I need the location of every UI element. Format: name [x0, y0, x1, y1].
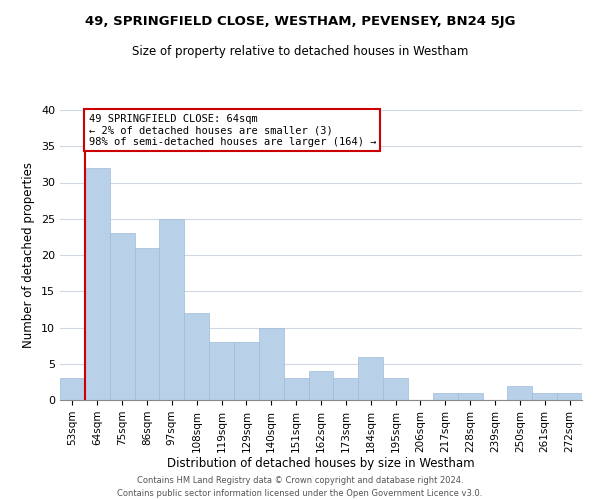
- Bar: [60, 378, 85, 400]
- Bar: [209, 342, 234, 400]
- Bar: [259, 328, 284, 400]
- Text: Size of property relative to detached houses in Westham: Size of property relative to detached ho…: [132, 45, 468, 58]
- Bar: [134, 248, 160, 400]
- Bar: [383, 378, 408, 400]
- Bar: [308, 371, 334, 400]
- Text: Contains public sector information licensed under the Open Government Licence v3: Contains public sector information licen…: [118, 488, 482, 498]
- Text: 49, SPRINGFIELD CLOSE, WESTHAM, PEVENSEY, BN24 5JG: 49, SPRINGFIELD CLOSE, WESTHAM, PEVENSEY…: [85, 15, 515, 28]
- Bar: [160, 219, 184, 400]
- Bar: [358, 356, 383, 400]
- Bar: [433, 393, 458, 400]
- Text: 49 SPRINGFIELD CLOSE: 64sqm
← 2% of detached houses are smaller (3)
98% of semi-: 49 SPRINGFIELD CLOSE: 64sqm ← 2% of deta…: [89, 114, 376, 147]
- Bar: [508, 386, 532, 400]
- Y-axis label: Number of detached properties: Number of detached properties: [22, 162, 35, 348]
- Bar: [557, 393, 582, 400]
- Bar: [110, 233, 134, 400]
- Text: Contains HM Land Registry data © Crown copyright and database right 2024.: Contains HM Land Registry data © Crown c…: [137, 476, 463, 485]
- Bar: [234, 342, 259, 400]
- Bar: [284, 378, 308, 400]
- X-axis label: Distribution of detached houses by size in Westham: Distribution of detached houses by size …: [167, 458, 475, 470]
- Bar: [458, 393, 482, 400]
- Bar: [532, 393, 557, 400]
- Bar: [334, 378, 358, 400]
- Bar: [85, 168, 110, 400]
- Bar: [184, 313, 209, 400]
